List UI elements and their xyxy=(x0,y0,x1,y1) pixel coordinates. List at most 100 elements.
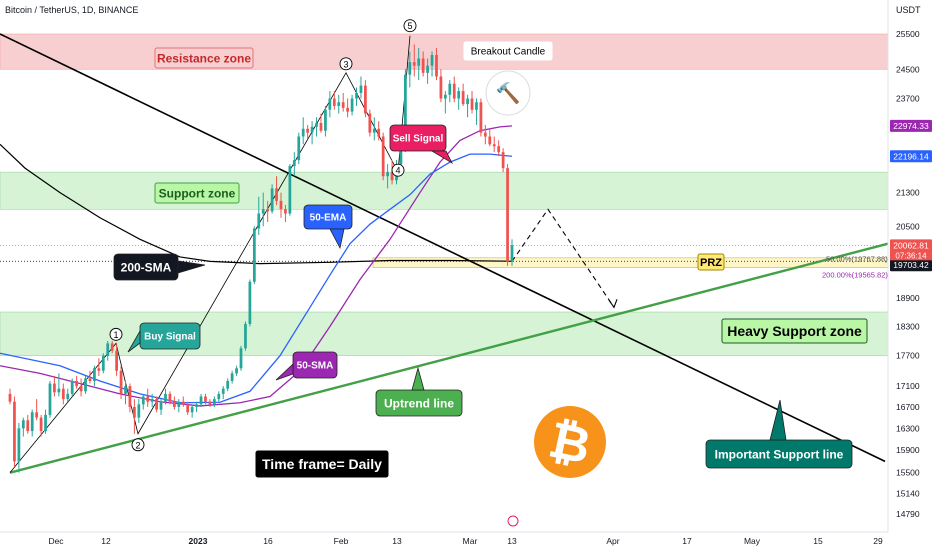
currency-label: USDT xyxy=(896,5,921,15)
fib-200-label: 200.00%(19565.82) xyxy=(822,270,888,279)
candle xyxy=(328,91,332,118)
candle xyxy=(39,414,43,437)
candle xyxy=(79,378,83,397)
resistance-zone xyxy=(0,33,889,70)
candle xyxy=(88,370,92,384)
x-tick-label: 13 xyxy=(507,536,517,546)
timeframe-label-text: Time frame= Daily xyxy=(262,456,382,472)
candle xyxy=(208,399,212,407)
wave-marker-5 xyxy=(403,19,417,33)
candle xyxy=(239,345,243,371)
candle xyxy=(257,196,261,235)
x-tick-label: 2023 xyxy=(189,536,208,546)
downtrend-line xyxy=(0,33,886,463)
y-tick-label: 21300 xyxy=(896,188,920,198)
price-tag-text: 20062.81 xyxy=(893,240,929,250)
wave-label-2: 2 xyxy=(135,440,140,450)
candle xyxy=(57,373,61,397)
candle xyxy=(372,117,376,141)
candle xyxy=(448,80,452,103)
candle xyxy=(93,365,96,387)
wave-label-1: 1 xyxy=(113,330,118,340)
candle xyxy=(421,51,425,77)
candle xyxy=(124,380,127,405)
buy-signal-label: Buy Signal xyxy=(127,322,201,353)
candle xyxy=(168,391,172,405)
sell-signal-label: Sell Signal xyxy=(389,124,453,165)
candle xyxy=(346,98,350,118)
candle xyxy=(475,98,478,125)
price-tag-price: 20062.81 xyxy=(890,239,932,252)
candle xyxy=(439,69,443,103)
candle xyxy=(466,94,469,118)
candle xyxy=(350,94,354,116)
candle xyxy=(106,340,110,361)
y-tick-label: 24500 xyxy=(896,64,920,74)
candle xyxy=(75,375,79,389)
candle xyxy=(324,105,327,137)
candle xyxy=(13,396,16,468)
y-tick-label: 18900 xyxy=(896,293,920,303)
candle xyxy=(150,393,154,407)
candle xyxy=(190,404,194,418)
price-tag-sma200: 19703.42 xyxy=(890,259,932,272)
breakout-candle-label: Breakout Candle xyxy=(463,41,553,61)
candle xyxy=(435,47,438,81)
candle xyxy=(155,396,158,413)
countdown-bg xyxy=(890,250,932,261)
sma200-label-text: 200-SMA xyxy=(121,260,172,274)
candle xyxy=(341,92,345,112)
candle xyxy=(457,87,461,110)
candle xyxy=(133,399,136,434)
candle xyxy=(217,391,221,402)
candle xyxy=(235,365,238,376)
support-label-text: Support zone xyxy=(159,186,236,200)
wave-marker-4 xyxy=(391,163,405,177)
sell-signal-label-text: Sell Signal xyxy=(393,134,444,145)
candle xyxy=(128,383,132,413)
candle xyxy=(221,386,225,400)
candle xyxy=(412,44,416,77)
candle xyxy=(230,370,234,384)
x-tick-label: May xyxy=(744,536,761,546)
candle xyxy=(70,378,74,397)
candle xyxy=(337,94,341,114)
y-tick-label: 15900 xyxy=(896,445,920,455)
y-tick-label: 17100 xyxy=(896,381,920,391)
candle xyxy=(355,87,358,106)
price-axis xyxy=(888,0,932,550)
fib-50-label: 50.00%(19767.88) xyxy=(826,254,888,263)
candle xyxy=(408,51,412,88)
candle xyxy=(332,91,336,110)
price-tag-ema: 22196.14 xyxy=(890,150,932,163)
candle xyxy=(430,51,434,77)
y-tick-label: 15140 xyxy=(896,488,920,498)
y-tick-label: 17700 xyxy=(896,351,920,361)
y-tick-label: 18300 xyxy=(896,321,920,331)
candle xyxy=(488,128,492,147)
candle xyxy=(172,396,176,410)
candle xyxy=(252,226,256,285)
y-tick-label: 16700 xyxy=(896,402,920,412)
x-tick-label: Feb xyxy=(334,536,349,546)
candle xyxy=(261,192,265,227)
hammer-badge xyxy=(485,70,531,116)
price-tag-text: 22196.14 xyxy=(893,151,929,161)
support-zone xyxy=(0,171,889,210)
candle xyxy=(426,58,429,84)
candle xyxy=(181,396,185,407)
candle xyxy=(288,164,292,216)
x-tick-label: 15 xyxy=(813,536,823,546)
candle xyxy=(97,358,101,376)
candle xyxy=(244,321,247,351)
candle xyxy=(510,239,514,266)
price-tag-text: 22974.33 xyxy=(893,121,929,131)
candle xyxy=(279,192,283,218)
sma200-line xyxy=(0,143,513,265)
candle xyxy=(212,396,216,407)
candle xyxy=(266,200,270,223)
projection-arrow xyxy=(608,299,618,309)
candle xyxy=(368,109,372,137)
sma50-line xyxy=(0,125,513,407)
